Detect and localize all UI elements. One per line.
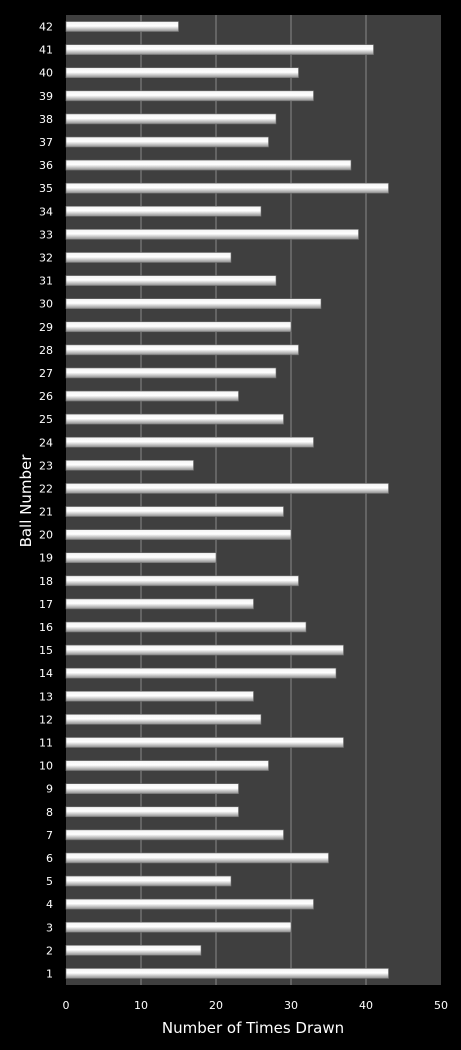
bar-14	[65, 667, 337, 679]
bar-5	[65, 875, 232, 887]
bar-37	[65, 136, 269, 148]
y-axis-title: Ball Number	[17, 454, 35, 548]
bar-25	[65, 413, 284, 425]
y-tick-label-24: 24	[39, 436, 53, 449]
y-tick-label-2: 2	[46, 944, 53, 957]
y-tick-label-26: 26	[39, 390, 53, 403]
y-tick-label-12: 12	[39, 713, 53, 726]
y-tick-label-38: 38	[39, 113, 53, 126]
x-tick-label-20: 20	[209, 999, 223, 1012]
bar-2	[65, 945, 202, 956]
y-tick-label-23: 23	[39, 459, 53, 472]
y-tick-label-16: 16	[39, 621, 53, 634]
bar-9	[65, 783, 239, 794]
y-tick-label-14: 14	[39, 667, 53, 680]
bar-33	[65, 229, 359, 240]
bar-30	[65, 298, 322, 309]
bar-27	[65, 367, 277, 379]
y-tick-label-39: 39	[39, 90, 53, 103]
y-tick-label-19: 19	[39, 552, 53, 565]
y-tick-label-36: 36	[39, 159, 53, 172]
bar-34	[65, 206, 262, 217]
y-tick-label-1: 1	[46, 967, 53, 980]
bar-17	[65, 598, 254, 610]
bar-8	[65, 806, 239, 818]
y-tick-label-8: 8	[46, 806, 53, 819]
bar-18	[65, 575, 299, 587]
y-tick-label-21: 21	[39, 506, 53, 519]
y-tick-label-3: 3	[46, 921, 53, 934]
y-tick-label-31: 31	[39, 275, 53, 288]
bars	[65, 21, 389, 979]
bar-20	[65, 529, 292, 540]
bar-24	[65, 436, 314, 448]
y-tick-label-4: 4	[46, 898, 53, 911]
plot-area	[66, 15, 441, 985]
bar-26	[65, 390, 239, 402]
bar-21	[65, 506, 284, 517]
y-tick-label-6: 6	[46, 852, 53, 865]
bar-42	[65, 21, 179, 32]
y-tick-label-13: 13	[39, 690, 53, 703]
y-tick-label-41: 41	[39, 44, 53, 57]
bar-12	[65, 714, 262, 725]
bar-22	[65, 483, 389, 494]
x-tick-label-30: 30	[284, 999, 298, 1012]
y-tick-label-17: 17	[39, 598, 53, 611]
y-tick-label-7: 7	[46, 829, 53, 842]
y-tick-label-37: 37	[39, 136, 53, 149]
y-tick-label-40: 40	[39, 67, 53, 80]
bar-1	[65, 968, 389, 979]
y-tick-label-20: 20	[39, 529, 53, 542]
bar-16	[65, 621, 307, 633]
x-tick-label-0: 0	[63, 999, 70, 1012]
bar-7	[65, 829, 284, 841]
y-tick-label-9: 9	[46, 783, 53, 796]
bar-39	[65, 90, 314, 102]
bar-11	[65, 737, 344, 748]
y-tick-label-11: 11	[39, 737, 53, 750]
x-tick-label-40: 40	[359, 999, 373, 1012]
bar-29	[65, 321, 292, 333]
y-tick-label-34: 34	[39, 205, 53, 218]
y-tick-label-25: 25	[39, 413, 53, 426]
bar-31	[65, 275, 277, 286]
bar-32	[65, 252, 232, 263]
y-tick-label-15: 15	[39, 644, 53, 657]
bar-23	[65, 460, 194, 471]
y-tick-label-35: 35	[39, 182, 53, 195]
y-tick-label-29: 29	[39, 321, 53, 334]
bar-15	[65, 644, 344, 656]
bar-10	[65, 760, 269, 771]
bar-40	[65, 67, 299, 79]
y-tick-label-33: 33	[39, 228, 53, 241]
gridlines	[140, 15, 367, 985]
y-tick-label-32: 32	[39, 252, 53, 265]
y-tick-label-42: 42	[39, 21, 53, 34]
bar-35	[65, 182, 389, 194]
x-axis-title: Number of Times Drawn	[162, 1019, 344, 1037]
y-tick-label-18: 18	[39, 575, 53, 588]
bar-28	[65, 344, 299, 356]
bar-41	[65, 44, 374, 55]
y-tick-label-10: 10	[39, 760, 53, 773]
y-tick-label-27: 27	[39, 367, 53, 380]
y-tick-label-22: 22	[39, 482, 53, 495]
bar-19	[65, 552, 217, 564]
y-tick-label-30: 30	[39, 298, 53, 311]
y-tick-labels: 1234567891011121314151617181920212223242…	[39, 21, 53, 981]
bar-3	[65, 921, 292, 933]
y-tick-label-28: 28	[39, 344, 53, 357]
bar-38	[65, 113, 277, 125]
y-tick-label-5: 5	[46, 875, 53, 888]
x-tick-labels: 0 10 20 30 40 50	[63, 999, 449, 1012]
x-tick-label-10: 10	[134, 999, 148, 1012]
bar-6	[65, 852, 329, 864]
bar-13	[65, 691, 254, 702]
bar-4	[65, 898, 314, 910]
x-tick-label-50: 50	[434, 999, 448, 1012]
bar-36	[65, 159, 352, 171]
